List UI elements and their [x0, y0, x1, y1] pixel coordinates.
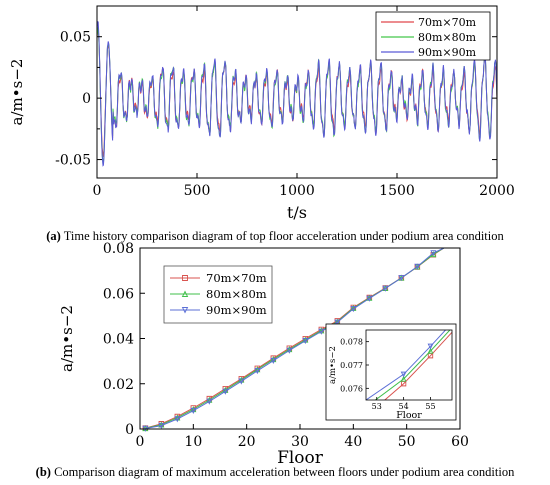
x-tick-label-b: 30: [291, 434, 309, 450]
y-axis-label-b: a/m•s−2: [58, 305, 76, 372]
caption-b-tag: (b): [35, 465, 51, 479]
inset-plot-area: [366, 330, 452, 400]
y-tick-label-b: 0.02: [103, 377, 134, 393]
inset-data-marker: [427, 343, 434, 350]
x-axis-label-b: Floor: [277, 448, 324, 468]
inset-series-line-1: [384, 331, 452, 400]
x-tick-label-a: 2000: [479, 183, 515, 199]
inset-series-line-2: [374, 330, 451, 400]
y-tick-label-a: 0.05: [60, 30, 91, 46]
inset-y-axis-label: a/m•s−2: [328, 346, 338, 384]
data-marker-b-3: [270, 357, 277, 364]
legend-marker-b: [181, 290, 189, 297]
data-marker-b-2: [238, 376, 245, 383]
x-tick-label-a: 1500: [379, 183, 415, 199]
legend-label-a: 80m×80m: [418, 31, 477, 44]
x-tick-label-b: 60: [451, 434, 469, 450]
inset-data-marker: [427, 347, 434, 354]
caption-a-text: Time history comparison diagram of top f…: [60, 229, 504, 243]
inset-x-tick-label: 53: [372, 402, 382, 411]
inset-frame: [325, 323, 457, 421]
x-tick-label-b: 50: [398, 434, 416, 450]
data-marker-b-3: [190, 407, 197, 414]
x-tick-label-b: 10: [184, 434, 202, 450]
data-marker-b-3: [286, 347, 293, 354]
data-marker-b-3: [382, 285, 389, 292]
x-tick-label-b: 20: [238, 434, 256, 450]
data-marker-b-3: [302, 338, 309, 345]
data-marker-b-2: [206, 396, 213, 403]
inset-data-marker: [400, 371, 407, 378]
data-marker-b-3: [318, 328, 325, 335]
data-marker-b-3: [158, 422, 165, 429]
legend-label-a: 90m×90m: [418, 46, 477, 59]
inset-series-line-3: [366, 330, 447, 400]
data-marker-b-2: [254, 366, 261, 373]
y-tick-label-b: 0: [125, 422, 134, 438]
data-marker-b-3: [254, 368, 261, 375]
inset-y-tick-label: 0.076: [340, 384, 363, 393]
legend-marker-b: [181, 307, 189, 314]
y-tick-label-b: 0.06: [103, 286, 134, 302]
data-marker-b-3: [174, 416, 181, 423]
data-marker-b-2: [270, 356, 277, 363]
legend-label-b: 70m×70m: [206, 271, 267, 285]
data-marker-b-2: [190, 406, 197, 413]
caption-a: (a) Time history comparison diagram of t…: [0, 229, 550, 244]
legend-marker-b: [182, 275, 188, 281]
data-marker-b-3: [238, 378, 245, 385]
series-line-a-3: [96, 21, 498, 167]
caption-b-text: Comparison diagram of maximum accelerati…: [50, 465, 515, 479]
inset-y-tick-label: 0.077: [340, 361, 363, 370]
y-tick-label-a: -0.05: [55, 153, 91, 169]
inset-x-tick-label: 55: [425, 402, 435, 411]
x-tick-label-b: 40: [344, 434, 362, 450]
y-axis-label-a: a/m•s−2: [8, 59, 26, 126]
data-marker-b-3: [222, 388, 229, 395]
y-tick-label-b: 0.04: [103, 332, 134, 348]
y-tick-label-b: 0.08: [103, 241, 134, 257]
inset-x-tick-label: 54: [399, 402, 409, 411]
inset-y-tick-label: 0.078: [340, 338, 363, 347]
x-tick-label-a: 0: [93, 183, 102, 199]
legend-label-b: 90m×90m: [206, 303, 267, 317]
data-marker-b-1: [302, 335, 309, 342]
data-marker-b-3: [350, 306, 357, 313]
inset-x-axis-label: Floor: [396, 410, 422, 421]
series-line-b-3: [145, 247, 445, 429]
inset-data-marker: [400, 375, 407, 382]
data-marker-b-3: [206, 398, 213, 405]
data-marker-b-3: [366, 295, 373, 302]
caption-a-tag: (a): [46, 229, 61, 243]
data-marker-b-3: [334, 319, 341, 326]
data-marker-b-3: [430, 250, 437, 257]
x-axis-label-a: t/s: [287, 203, 307, 222]
data-marker-b-1: [318, 326, 325, 333]
x-tick-label-b: 0: [136, 434, 145, 450]
caption-b: (b) Comparison diagram of maximum accele…: [0, 465, 550, 480]
x-tick-label-a: 1000: [279, 183, 315, 199]
legend-label-b: 80m×80m: [206, 287, 267, 301]
data-marker-b-2: [174, 414, 181, 421]
data-marker-b-3: [414, 263, 421, 270]
legend-label-a: 70m×70m: [418, 16, 477, 29]
data-marker-b-3: [398, 275, 405, 282]
y-tick-label-a: 0: [82, 91, 91, 107]
x-tick-label-a: 500: [184, 183, 211, 199]
